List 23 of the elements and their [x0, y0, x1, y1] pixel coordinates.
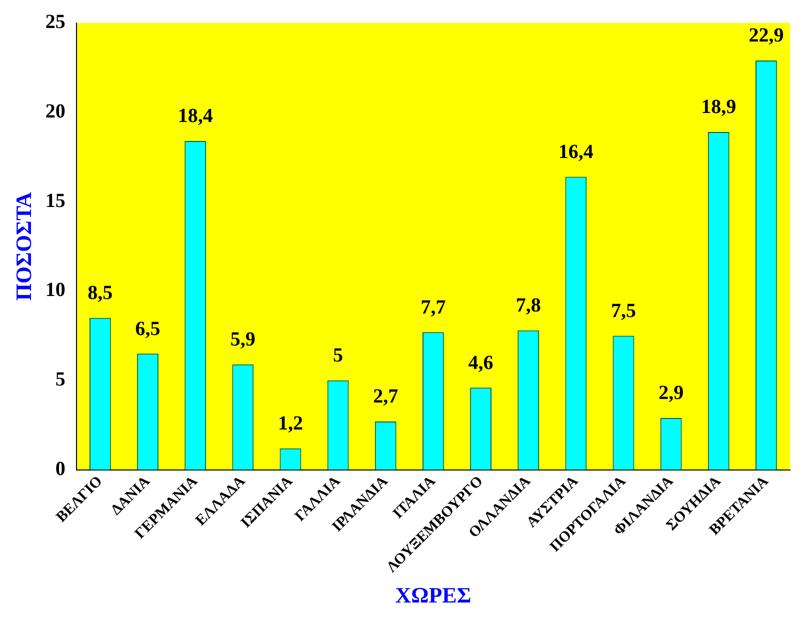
data-label: 7,5: [610, 300, 636, 322]
data-label: 16,4: [558, 140, 594, 163]
data-label: 22,9: [748, 24, 784, 47]
data-label: 6,5: [135, 318, 160, 340]
data-label: 7,7: [420, 296, 446, 318]
data-label: 5: [333, 344, 344, 367]
data-label: 4,6: [468, 352, 494, 374]
data-label: 5,9: [230, 328, 256, 351]
y-tick-label: 0: [55, 458, 66, 480]
data-label: 2,9: [658, 382, 684, 404]
data-label: 18,9: [701, 96, 736, 118]
y-tick-label: 20: [45, 100, 66, 123]
y-axis-title: ΠΟΣΟΣΤΑ: [10, 192, 36, 301]
y-tick-label: 10: [45, 279, 66, 302]
x-axis-title: ΧΩΡΕΣ: [395, 582, 472, 608]
data-label: 8,5: [88, 282, 113, 304]
data-label: 2,7: [373, 386, 398, 408]
data-label: 1,2: [278, 412, 303, 435]
data-label: 7,8: [516, 294, 541, 317]
y-tick-label: 15: [45, 190, 66, 212]
y-tick-label: 5: [55, 368, 66, 391]
y-tick-label: 25: [45, 11, 66, 34]
data-label: 18,4: [178, 105, 213, 128]
